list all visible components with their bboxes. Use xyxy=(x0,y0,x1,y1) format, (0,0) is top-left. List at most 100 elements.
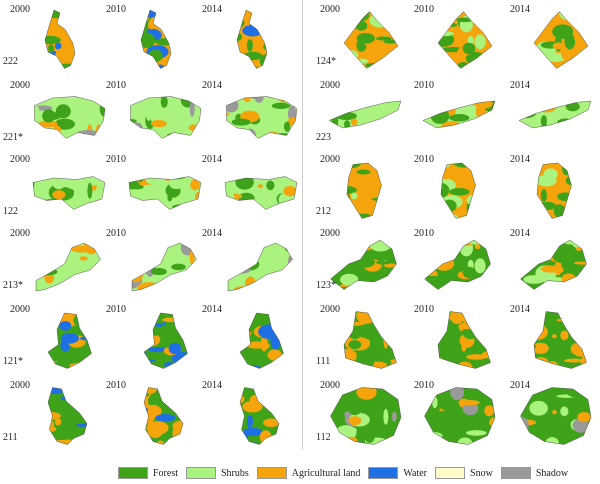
map-111-2010 xyxy=(420,310,498,370)
year-label-2000: 2000 xyxy=(10,380,30,391)
legend: Forest Shrubs Agricultural land Water Sn… xyxy=(118,466,576,480)
year-label-2000: 2000 xyxy=(320,154,340,165)
year-label-2014: 2014 xyxy=(510,154,530,165)
year-label-2000: 2000 xyxy=(320,304,340,315)
legend-label-agricultural-land: Agricultural land xyxy=(291,467,361,479)
map-213-2000 xyxy=(30,234,108,294)
legend-item-shrubs: Shrubs xyxy=(186,467,249,479)
year-label-2010: 2010 xyxy=(106,80,126,91)
region-label-111: 111 xyxy=(316,356,331,367)
region-label-222: 222 xyxy=(3,56,18,67)
year-label-2010: 2010 xyxy=(106,4,126,15)
map-212-2000 xyxy=(326,160,404,220)
map-122-2000 xyxy=(30,160,108,220)
map-123-2010 xyxy=(420,234,498,294)
year-label-2010: 2010 xyxy=(414,304,434,315)
region-label-112: 112 xyxy=(316,432,331,443)
map-111-2014 xyxy=(516,310,594,370)
year-label-2014: 2014 xyxy=(510,380,530,391)
year-label-2000: 2000 xyxy=(10,80,30,91)
legend-item-agricultural-land: Agricultural land xyxy=(256,467,361,479)
region-label-221: 221* xyxy=(3,132,23,143)
region-label-124: 124* xyxy=(316,56,336,67)
region-label-211: 211 xyxy=(3,432,18,443)
year-label-2010: 2010 xyxy=(414,4,434,15)
year-label-2000: 2000 xyxy=(10,228,30,239)
map-211-2014 xyxy=(222,386,300,446)
map-111-2000 xyxy=(326,310,404,370)
legend-swatch-water xyxy=(368,467,399,479)
year-label-2000: 2000 xyxy=(10,154,30,165)
year-label-2014: 2014 xyxy=(510,228,530,239)
year-label-2010: 2010 xyxy=(414,80,434,91)
legend-label-shadow: Shadow xyxy=(535,467,569,479)
legend-swatch-snow xyxy=(435,467,466,479)
map-222-2014 xyxy=(222,10,300,70)
region-label-123: 123* xyxy=(316,280,336,291)
region-label-212: 212 xyxy=(316,206,331,217)
legend-swatch-shadow xyxy=(500,467,531,479)
map-211-2000 xyxy=(30,386,108,446)
year-label-2014: 2014 xyxy=(510,304,530,315)
map-112-2010 xyxy=(420,386,498,446)
region-label-213: 213* xyxy=(3,280,23,291)
year-label-2014: 2014 xyxy=(510,4,530,15)
map-212-2010 xyxy=(420,160,498,220)
legend-swatch-agricultural-land xyxy=(256,467,287,479)
map-212-2014 xyxy=(516,160,594,220)
year-label-2014: 2014 xyxy=(202,154,222,165)
map-121-2014 xyxy=(222,310,300,370)
map-122-2010 xyxy=(126,160,204,220)
year-label-2000: 2000 xyxy=(320,380,340,391)
year-label-2010: 2010 xyxy=(106,228,126,239)
map-222-2000 xyxy=(30,10,108,70)
map-124-2010 xyxy=(420,10,498,70)
map-121-2000 xyxy=(30,310,108,370)
map-122-2014 xyxy=(222,160,300,220)
panel-divider xyxy=(302,0,303,450)
year-label-2014: 2014 xyxy=(202,228,222,239)
year-label-2000: 2000 xyxy=(10,4,30,15)
region-label-122: 122 xyxy=(3,206,18,217)
region-label-121: 121* xyxy=(3,356,23,367)
year-label-2014: 2014 xyxy=(202,4,222,15)
year-label-2014: 2014 xyxy=(202,304,222,315)
legend-label-snow: Snow xyxy=(470,467,493,479)
map-211-2010 xyxy=(126,386,204,446)
map-213-2014 xyxy=(222,234,300,294)
map-112-2000 xyxy=(326,386,404,446)
year-label-2010: 2010 xyxy=(414,380,434,391)
legend-swatch-shrubs xyxy=(186,467,216,479)
year-label-2000: 2000 xyxy=(320,80,340,91)
year-label-2010: 2010 xyxy=(106,380,126,391)
map-222-2010 xyxy=(126,10,204,70)
legend-item-shadow: Shadow xyxy=(500,467,569,479)
legend-item-snow: Snow xyxy=(435,467,493,479)
legend-label-water: Water xyxy=(403,467,428,479)
legend-label-forest: Forest xyxy=(153,467,178,479)
map-223-2000 xyxy=(326,86,404,146)
legend-swatch-forest xyxy=(118,467,148,479)
map-123-2000 xyxy=(326,234,404,294)
year-label-2000: 2000 xyxy=(10,304,30,315)
map-112-2014 xyxy=(516,386,594,446)
year-label-2014: 2014 xyxy=(510,80,530,91)
legend-label-shrubs: Shrubs xyxy=(221,467,249,479)
map-213-2010 xyxy=(126,234,204,294)
year-label-2014: 2014 xyxy=(202,80,222,91)
map-124-2014 xyxy=(516,10,594,70)
map-221-2014 xyxy=(222,86,300,146)
year-label-2010: 2010 xyxy=(106,154,126,165)
year-label-2010: 2010 xyxy=(106,304,126,315)
map-221-2000 xyxy=(30,86,108,146)
year-label-2010: 2010 xyxy=(414,154,434,165)
region-label-223: 223 xyxy=(316,132,331,143)
map-124-2000 xyxy=(326,10,404,70)
map-223-2014 xyxy=(516,86,594,146)
legend-item-water: Water xyxy=(368,467,427,479)
map-123-2014 xyxy=(516,234,594,294)
year-label-2000: 2000 xyxy=(320,4,340,15)
map-121-2010 xyxy=(126,310,204,370)
map-223-2010 xyxy=(420,86,498,146)
